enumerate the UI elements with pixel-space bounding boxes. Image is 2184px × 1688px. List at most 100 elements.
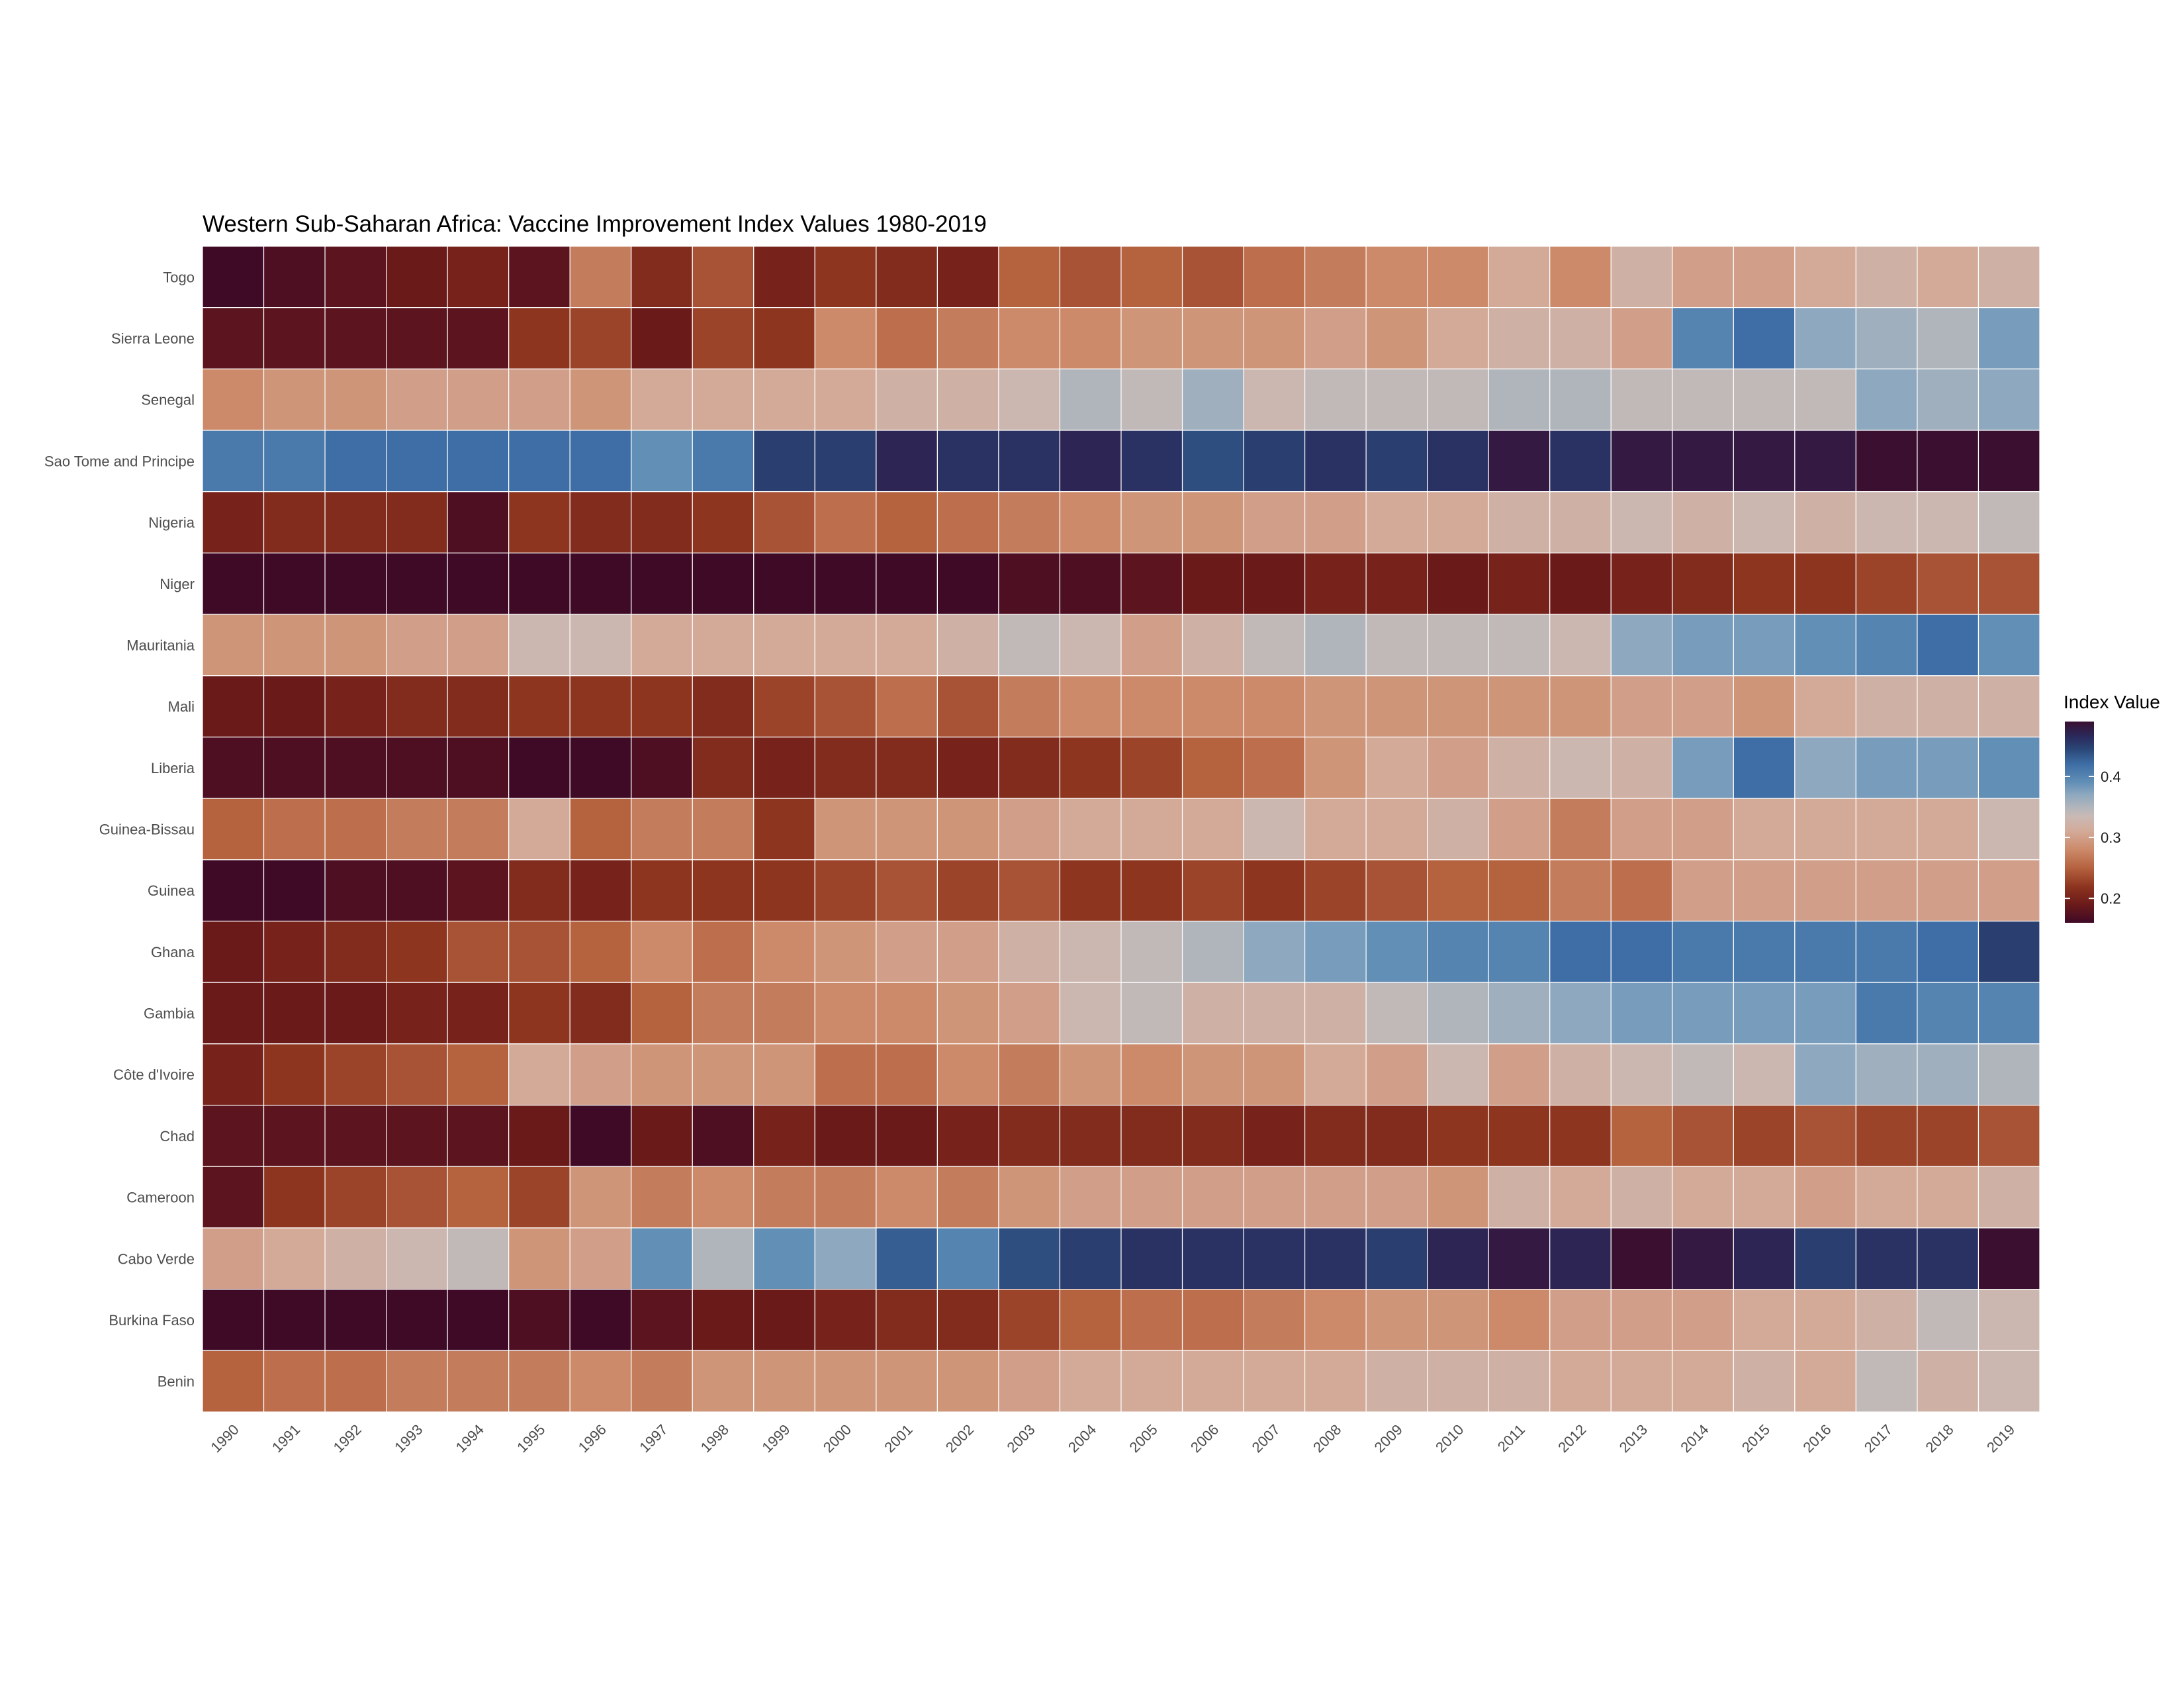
heatmap-cell (263, 1166, 326, 1229)
heatmap-cell (1672, 1043, 1734, 1106)
heatmap-cell (508, 1289, 570, 1351)
heatmap-cell (1488, 920, 1551, 983)
heatmap-cell (814, 1227, 877, 1290)
heatmap-cell (1181, 1104, 1244, 1167)
heatmap-cell (1549, 552, 1612, 615)
heatmap-cell (1059, 1104, 1122, 1167)
heatmap-cell (1855, 1166, 1918, 1229)
heatmap-cell (508, 368, 570, 431)
heatmap-cell (998, 736, 1061, 799)
heatmap-cell (876, 430, 938, 492)
heatmap-cell (569, 859, 632, 922)
heatmap-cell (202, 430, 265, 492)
heatmap-cell (508, 1350, 570, 1413)
heatmap-cell (1304, 1289, 1367, 1351)
heatmap-cell (1304, 552, 1367, 615)
heatmap-cell (1120, 1227, 1183, 1290)
heatmap-cell (1794, 246, 1857, 308)
y-axis-labels: Togo Sierra Leone Senegal Sao Tome and Prin… (44, 269, 195, 1389)
heatmap-cell (1549, 1166, 1612, 1229)
heatmap-cell (1488, 491, 1551, 554)
heatmap-cell (1059, 307, 1122, 369)
heatmap-cell (202, 736, 265, 799)
heatmap-cell (692, 246, 754, 308)
heatmap-cell (1243, 1227, 1306, 1290)
heatmap-cell (876, 246, 938, 308)
heatmap-cell (692, 982, 754, 1045)
heatmap-cell (692, 552, 754, 615)
heatmap-cell (1059, 859, 1122, 922)
heatmap-cell (1917, 307, 1979, 369)
heatmap-cell (385, 552, 448, 615)
heatmap-cell (1427, 1350, 1489, 1413)
heatmap-cell (1120, 982, 1183, 1045)
heatmap-cell (1059, 736, 1122, 799)
heatmap-cell (998, 798, 1061, 861)
heatmap-cell (998, 368, 1061, 431)
heatmap-cell (1365, 982, 1428, 1045)
heatmap-cell (1243, 1166, 1306, 1229)
heatmap-cell (1917, 1043, 1979, 1106)
heatmap-cell (1672, 1166, 1734, 1229)
heatmap-cell (569, 982, 632, 1045)
y-tick-label: Sao Tome and Principe (44, 453, 195, 469)
heatmap-cell (1794, 1166, 1857, 1229)
heatmap-cell (692, 1350, 754, 1413)
heatmap-cell (1672, 1104, 1734, 1167)
heatmap-cell (1120, 491, 1183, 554)
heatmap-cell (263, 430, 326, 492)
heatmap-cell (1120, 675, 1183, 738)
heatmap-cell (1672, 798, 1734, 861)
heatmap-cell (1610, 1289, 1673, 1351)
legend-tick-label: 0.4 (2101, 769, 2121, 785)
heatmap-cell (1855, 1043, 1918, 1106)
heatmap-cell (385, 307, 448, 369)
heatmap-cell (1978, 1350, 2040, 1413)
heatmap-cell (324, 1350, 387, 1413)
heatmap-cell (1120, 1104, 1183, 1167)
heatmap-cell (447, 982, 510, 1045)
heatmap-cell (814, 859, 877, 922)
heatmap-cell (447, 1227, 510, 1290)
heatmap-cell (1672, 1350, 1734, 1413)
heatmap-cell (202, 859, 265, 922)
heatmap-cell (1304, 982, 1367, 1045)
heatmap-cell (202, 1043, 265, 1106)
heatmap-cell (324, 491, 387, 554)
heatmap-cell (1672, 920, 1734, 983)
heatmap-cell (936, 798, 999, 861)
heatmap-cell (1794, 368, 1857, 431)
heatmap-cell (753, 368, 815, 431)
heatmap-cell (569, 491, 632, 554)
heatmap-cell (1488, 307, 1551, 369)
heatmap-cell (1427, 1227, 1489, 1290)
heatmap-cell (1672, 1289, 1734, 1351)
heatmap-cell (447, 552, 510, 615)
heatmap-cell (876, 1227, 938, 1290)
heatmap-cell (1855, 736, 1918, 799)
x-tick-label: 2000 (820, 1421, 854, 1456)
heatmap-cell (1855, 307, 1918, 369)
heatmap-cell (1181, 982, 1244, 1045)
heatmap-cell (1243, 246, 1306, 308)
heatmap-cell (1427, 920, 1489, 983)
heatmap-cell (1059, 1043, 1122, 1106)
heatmap-cell (876, 491, 938, 554)
heatmap-cell (447, 1350, 510, 1413)
heatmap-cell (1917, 1104, 1979, 1167)
heatmap-cell (1672, 736, 1734, 799)
heatmap-cell (1365, 491, 1428, 554)
heatmap-cell (1978, 982, 2040, 1045)
y-tick-label: Ghana (151, 944, 195, 961)
heatmap-cell (508, 1104, 570, 1167)
heatmap-cell (814, 614, 877, 677)
heatmap-cell (569, 675, 632, 738)
heatmap-cell (936, 246, 999, 308)
heatmap-cell (1181, 307, 1244, 369)
heatmap-cell (1304, 307, 1367, 369)
heatmap-cell (692, 859, 754, 922)
heatmap-cell (1978, 1166, 2040, 1229)
heatmap-cell (814, 736, 877, 799)
heatmap-cell (692, 675, 754, 738)
heatmap-cell (998, 859, 1061, 922)
